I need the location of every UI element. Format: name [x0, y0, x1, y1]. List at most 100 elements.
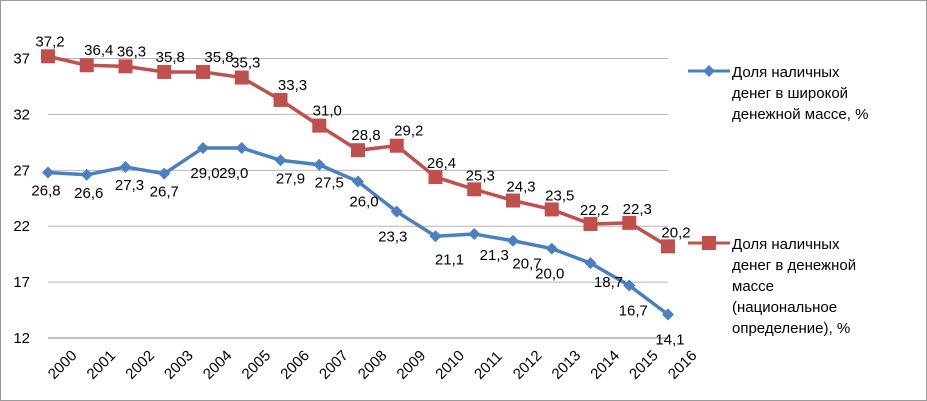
x-tick-label: 2006: [277, 347, 313, 383]
data-point-red: [351, 143, 365, 158]
data-point-blue: [313, 158, 326, 171]
data-point-red: [118, 59, 133, 74]
data-label: 35,8: [204, 49, 233, 66]
legend-blue-line-3: денежной массе, %: [732, 106, 869, 123]
data-point-blue: [623, 279, 636, 292]
data-point-blue: [158, 167, 171, 180]
legend-item-red: Доля наличных денег в денежной массе (на…: [686, 234, 912, 339]
x-tick-label: 2005: [239, 347, 275, 383]
series-line-blue: [47, 146, 670, 316]
data-label: 16,7: [619, 302, 648, 319]
x-tick-label: 2015: [626, 347, 662, 383]
x-tick-label: 2010: [432, 347, 468, 383]
data-label: 21,1: [435, 251, 464, 268]
legend-swatch-red: [686, 234, 732, 254]
data-point-blue: [662, 308, 674, 321]
data-label: 36,4: [84, 42, 113, 59]
data-label: 28,8: [351, 127, 380, 144]
data-label: 20,7: [512, 256, 541, 273]
x-tick-label: 2000: [45, 347, 81, 383]
y-tick-label: 32: [13, 106, 30, 123]
data-label: 24,3: [506, 179, 535, 196]
data-point-red: [196, 64, 210, 79]
legend-red-line-4: (национальное: [732, 299, 838, 316]
data-label: 27,3: [115, 177, 144, 194]
x-tick-label: 2003: [161, 347, 197, 383]
x-tick-label: 2004: [200, 347, 236, 383]
data-label: 29,0: [219, 165, 248, 182]
data-point-blue: [42, 166, 54, 179]
data-label: 23,5: [545, 187, 574, 204]
data-label: 22,3: [623, 201, 652, 218]
x-tick-label: 2008: [355, 347, 391, 383]
gridlines: [48, 58, 668, 339]
series-group: [41, 49, 675, 321]
data-label: 37,2: [35, 33, 64, 50]
data-label: 29,0: [190, 165, 219, 182]
legend-label-blue: Доля наличных денег в широкой денежной м…: [732, 62, 912, 125]
y-tick-label: 12: [13, 330, 30, 347]
data-label: 35,8: [156, 49, 185, 66]
data-point-red: [661, 239, 675, 254]
data-point-red: [467, 182, 482, 197]
data-label: 26,4: [427, 155, 456, 172]
data-point-blue: [390, 205, 403, 218]
y-tick-label: 17: [13, 274, 30, 291]
legend-label-red: Доля наличных денег в денежной массе (на…: [732, 234, 912, 339]
legend-blue-line-2: денег в широкой: [732, 85, 849, 102]
data-point-blue: [235, 141, 248, 154]
data-label: 35,3: [231, 55, 260, 72]
data-point-red: [79, 58, 94, 73]
data-point-blue: [584, 257, 597, 270]
x-axis-ticks: 2000 2001 2002 2003 2004 2005 2006 2007 2008 2009…: [45, 347, 701, 383]
data-label: 27,9: [276, 170, 305, 187]
data-label: 26,0: [349, 194, 378, 211]
data-label: 20,2: [661, 224, 690, 241]
x-tick-label: 2009: [394, 347, 430, 383]
data-label: 18,7: [594, 274, 623, 291]
data-point-blue: [468, 228, 481, 241]
x-tick-label: 2012: [510, 347, 546, 383]
data-label: 29,2: [394, 123, 423, 140]
data-label: 26,8: [31, 183, 60, 200]
data-point-red: [428, 170, 443, 185]
data-labels: 26,8 26,6 27,3 26,7 29,0 29,0 27,9 27,5 26,0 23,3…: [31, 33, 690, 348]
data-point-red: [312, 118, 327, 133]
data-label: 20,0: [535, 266, 564, 283]
data-label: 27,5: [315, 175, 344, 192]
data-point-red: [622, 215, 637, 230]
data-point-blue: [545, 242, 558, 255]
legend-red-line-3: массе: [732, 278, 774, 295]
data-point-red: [583, 216, 598, 231]
data-label: 14,1: [655, 332, 684, 349]
legend-red-line-2: денег в денежной: [732, 257, 857, 274]
data-label: 22,2: [580, 202, 609, 219]
data-point-red: [157, 64, 172, 79]
y-tick-label: 22: [13, 218, 30, 235]
x-tick-label: 2013: [549, 347, 585, 383]
data-label: 36,3: [117, 43, 146, 60]
data-point-red: [273, 92, 288, 107]
data-label: 21,3: [480, 247, 509, 264]
data-point-blue: [274, 154, 287, 167]
data-label: 31,0: [313, 103, 342, 120]
x-tick-label: 2001: [84, 347, 120, 383]
data-point-red: [234, 70, 249, 85]
x-tick-label: 2014: [587, 347, 623, 383]
legend-item-blue: Доля наличных денег в широкой денежной м…: [686, 62, 912, 125]
legend-red-line-1: Доля наличных: [732, 236, 840, 253]
data-point-red: [41, 49, 55, 64]
y-tick-label: 27: [13, 162, 30, 179]
data-point-red: [389, 138, 404, 153]
y-tick-label: 37: [13, 51, 30, 68]
data-label: 26,7: [150, 184, 179, 201]
x-tick-label: 2016: [665, 347, 701, 383]
x-tick-label: 2002: [122, 347, 158, 383]
data-point-blue: [80, 168, 93, 181]
y-axis-ticks: 12 17 22 27 32 37: [13, 51, 30, 347]
data-label: 26,6: [74, 185, 103, 202]
data-point-blue: [429, 230, 442, 243]
data-point-blue: [352, 175, 364, 188]
